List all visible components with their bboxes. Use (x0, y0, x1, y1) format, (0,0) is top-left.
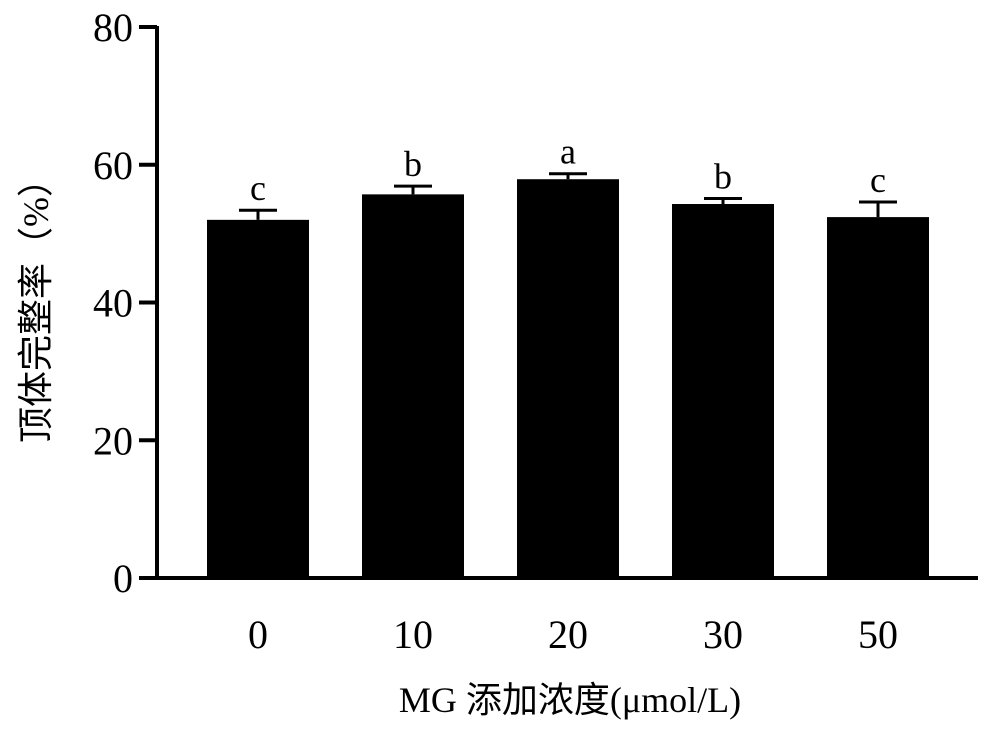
significance-label: a (560, 132, 576, 172)
error-bars (239, 172, 897, 220)
significance-label: c (870, 160, 886, 200)
y-tick-label: 20 (93, 418, 133, 463)
significance-label: c (250, 168, 266, 208)
significance-label: b (404, 144, 422, 184)
y-tick-label: 0 (113, 556, 133, 601)
x-axis-title: MG 添加浓度(μmol/L) (399, 680, 741, 720)
x-tick-label: 20 (548, 612, 588, 657)
bar (207, 219, 309, 578)
bar (672, 204, 774, 579)
bars (207, 179, 929, 579)
y-axis: 0 20 40 60 80 (93, 5, 159, 601)
bar (517, 179, 619, 578)
y-tick-label: 40 (93, 281, 133, 326)
bar (362, 194, 464, 578)
x-tick-label: 30 (703, 612, 743, 657)
y-tick-label: 60 (93, 143, 133, 188)
significance-label: b (714, 156, 732, 196)
significance-labels: cb ab c (250, 132, 886, 209)
y-tick-label: 80 (93, 5, 133, 50)
x-axis: 0 10 20 30 50 (155, 576, 978, 657)
x-tick-label: 10 (393, 612, 433, 657)
bar (827, 217, 929, 578)
x-tick-label: 50 (858, 612, 898, 657)
y-axis-title: 顶体完整率（%） (16, 161, 56, 443)
x-tick-label: 0 (248, 612, 268, 657)
